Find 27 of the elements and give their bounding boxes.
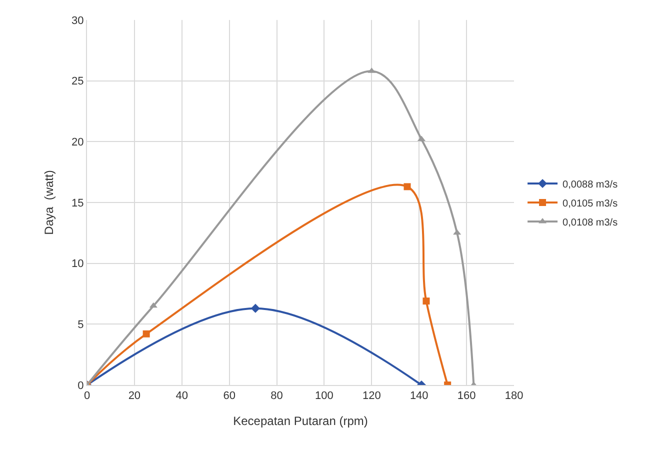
x-tick-label: 80	[270, 390, 283, 402]
y-tick-label: 0	[78, 380, 84, 392]
x-tick-label: 160	[457, 390, 476, 402]
x-tick-label: 140	[410, 390, 428, 402]
y-tick-label: 30	[72, 14, 84, 27]
legend-label: 0,0088 m3/s	[562, 179, 618, 190]
legend-label: 0,0105 m3/s	[562, 198, 618, 210]
legend-label: 0,0108 m3/s	[562, 217, 618, 228]
point	[142, 330, 150, 338]
x-tick-label: 180	[504, 390, 524, 402]
x-tick-label: 20	[128, 390, 141, 402]
y-tick-label: 10	[72, 258, 84, 270]
x-tick-label: 60	[223, 390, 236, 402]
x-axis-title: Kecepatan Putaran (rpm)	[233, 414, 368, 428]
x-tick-label: 100	[315, 390, 334, 402]
point	[404, 183, 411, 190]
y-tick-label: 15	[72, 197, 84, 210]
point	[250, 304, 260, 313]
x-tick-label: 120	[362, 390, 381, 402]
y-tick-label: 25	[72, 76, 84, 88]
y-axis-title: Daya (watt)	[42, 170, 56, 235]
y-tick-label: 20	[72, 136, 84, 149]
point	[453, 229, 462, 235]
point	[422, 298, 430, 305]
point	[149, 302, 158, 308]
y-tick-label: 5	[78, 319, 84, 332]
x-tick-label: 40	[176, 390, 188, 402]
